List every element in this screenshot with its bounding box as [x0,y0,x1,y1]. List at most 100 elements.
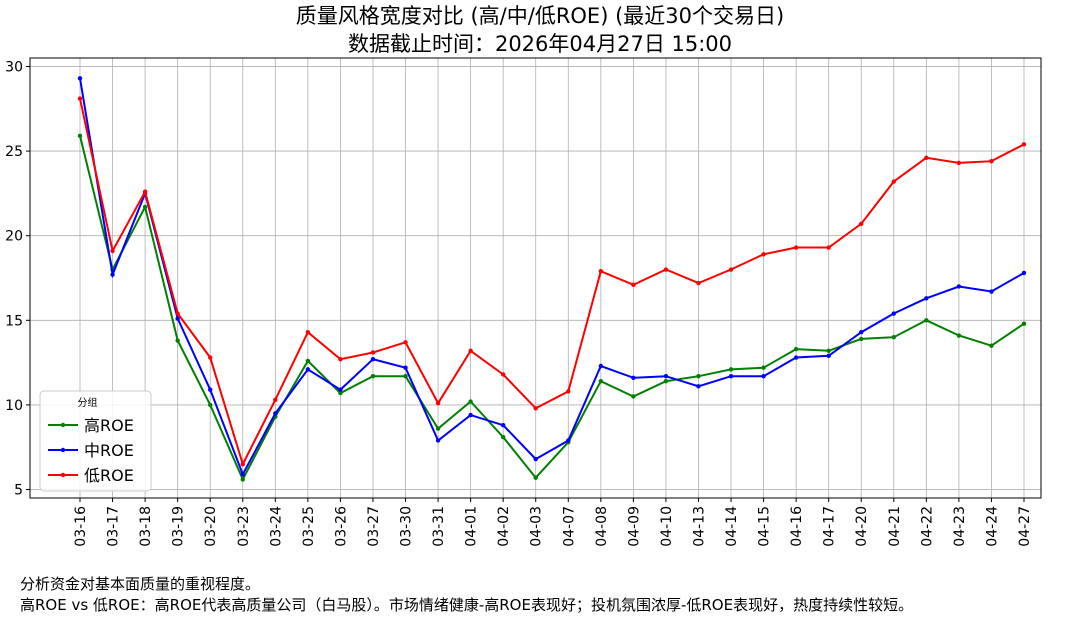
footnote-line-1: 分析资金对基本面质量的重视程度。 [20,575,261,593]
x-tick-label: 04-01 [464,506,480,547]
x-tick-label: 03-26 [333,506,349,547]
footnote-line-2: 高ROE vs 低ROE：高ROE代表高质量公司（白马股）。市场情绪健康-高RO… [20,596,914,614]
data-point [370,357,376,362]
x-tick-label: 04-14 [724,506,740,547]
x-tick-label: 03-20 [203,506,219,547]
data-point [1021,270,1027,276]
x-tick-label: 04-15 [757,506,773,547]
data-point [598,269,604,274]
data-point [338,390,343,396]
data-point [1021,321,1027,326]
x-tick-label: 04-13 [691,506,707,547]
x-tick-label: 04-07 [561,506,577,547]
data-point [142,204,148,210]
data-point [500,434,506,440]
data-point [956,284,962,289]
data-point [924,296,929,301]
data-point [793,245,799,250]
data-point [989,343,994,348]
data-point [859,336,864,342]
x-tick-label: 03-19 [171,506,187,547]
y-tick-label: 10 [5,398,23,414]
series-line-2 [79,98,1025,467]
data-point [468,412,473,418]
data-point [696,384,701,389]
y-tick-label: 15 [5,313,23,329]
data-point [891,335,896,340]
x-tick-label: 04-22 [919,506,935,547]
x-tick-label: 04-24 [984,506,1000,547]
chart-subtitle: 数据截止时间：2026年04月27日 15:00 [347,32,733,56]
x-tick-label: 04-08 [594,506,610,547]
data-point [468,399,473,404]
data-point [696,373,701,379]
data-point [631,375,636,381]
data-point [305,367,311,372]
data-point [793,355,799,360]
x-tick-label: 04-16 [789,506,805,547]
data-point [77,133,83,139]
legend-marker [60,472,66,478]
data-point [175,316,180,321]
series-line-1 [79,78,1025,477]
data-point [859,329,864,335]
data-point [989,289,994,294]
x-tick-label: 03-27 [366,506,382,547]
x-tick-label: 03-25 [301,506,317,547]
data-point [500,372,506,377]
data-point [663,267,669,272]
x-tick-label: 04-20 [854,506,870,547]
data-point [924,155,929,161]
data-point [891,311,896,316]
chart-title: 质量风格宽度对比 (高/中/低ROE) (最近30个交易日) [295,4,785,28]
data-point [989,159,994,164]
data-point [240,472,245,477]
data-point [956,333,962,338]
legend-title: 分组 [78,396,98,409]
x-tick-label: 04-23 [952,506,968,547]
data-point [403,365,408,370]
data-point [566,389,571,394]
data-point [826,353,831,359]
data-point [338,357,343,362]
data-point [435,426,441,431]
x-tick-label: 03-24 [268,506,284,547]
data-point [240,477,245,482]
legend-label: 低ROE [84,466,134,485]
data-point [338,387,343,392]
x-tick-label: 04-10 [659,506,675,547]
data-point [826,348,831,353]
data-point [533,475,538,480]
data-point [728,367,734,372]
data-point [208,355,213,360]
data-point [598,379,604,384]
data-point [175,311,180,316]
x-tick-label: 04-17 [822,506,838,547]
data-point [826,245,831,250]
data-point [110,248,115,254]
data-point [663,373,669,379]
legend-box [39,390,152,492]
data-point [435,438,441,443]
x-tick-label: 03-31 [431,506,447,547]
x-tick-label: 03-17 [106,506,122,547]
data-point [924,318,929,323]
data-point [859,221,864,227]
data-point [305,329,311,335]
x-tick-label: 03-18 [138,506,154,547]
data-point [793,346,799,352]
data-point [761,373,766,379]
data-point [631,282,636,287]
legend-marker [60,447,66,453]
data-point [403,373,408,379]
x-tick-label: 04-09 [626,506,642,547]
series-line-0 [79,135,1025,482]
x-tick-label: 03-30 [399,506,415,547]
x-tick-label: 03-16 [73,506,89,547]
data-point [663,379,669,384]
x-tick-label: 04-27 [1017,506,1033,547]
data-point [533,456,538,462]
data-point [500,423,506,428]
